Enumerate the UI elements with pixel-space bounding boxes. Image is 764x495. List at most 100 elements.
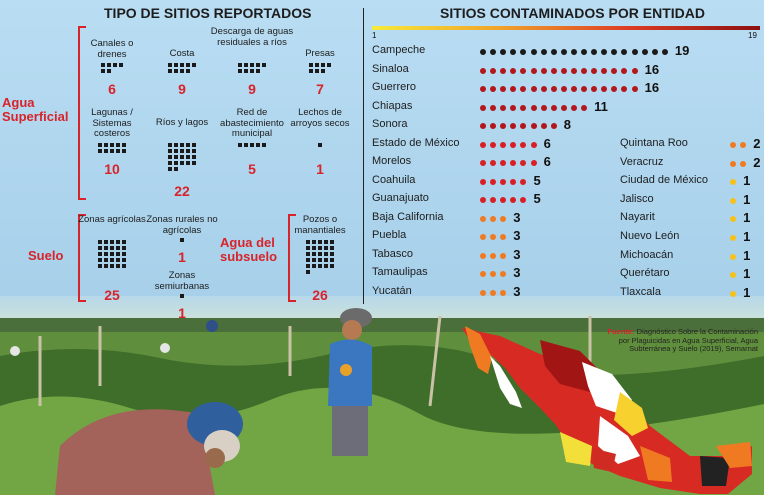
state-dot [490, 178, 497, 185]
site-square [256, 143, 260, 147]
site-square [186, 69, 190, 73]
site-square [101, 69, 105, 73]
state-label: Morelos [372, 155, 412, 167]
group-label-suelo: Suelo [28, 248, 64, 263]
site-square [122, 143, 126, 147]
site-type-count: 9 [248, 81, 256, 97]
site-square [110, 149, 114, 153]
state-dot [570, 86, 577, 92]
site-square [180, 155, 184, 159]
site-square [180, 63, 184, 67]
site-square [312, 252, 316, 256]
site-square [98, 246, 102, 250]
state-dot [500, 178, 507, 185]
site-type-count: 25 [104, 287, 120, 303]
site-square [309, 69, 313, 73]
site-square [104, 240, 108, 244]
state-dot [480, 49, 486, 55]
state-dot [520, 49, 527, 55]
state-dot [730, 197, 736, 204]
site-square [186, 143, 190, 147]
site-square [113, 63, 117, 67]
state-dot [510, 49, 517, 55]
site-square [110, 252, 114, 256]
site-square [104, 264, 108, 268]
site-type-label: Red de abastecimiento municipal [220, 107, 284, 139]
right-title: SITIOS CONTAMINADOS POR ENTIDAD [440, 5, 705, 21]
state-dot [530, 86, 537, 92]
site-square [306, 240, 310, 244]
site-type-count: 9 [178, 81, 186, 97]
site-square [238, 69, 242, 73]
state-dot [611, 86, 618, 92]
state-dot [641, 49, 648, 55]
state-count: 1 [743, 266, 751, 282]
site-square [256, 63, 260, 67]
state-dot [540, 104, 547, 111]
state-dot [570, 104, 577, 111]
state-dot [480, 178, 486, 185]
state-count: 6 [543, 135, 551, 151]
state-label: Nayarit [620, 211, 655, 224]
state-dot [500, 289, 507, 296]
site-square [110, 143, 114, 147]
state-dot [740, 160, 747, 167]
state-dot [520, 197, 527, 203]
state-dot [581, 86, 587, 92]
state-label: Estado de México [372, 136, 460, 149]
site-square [321, 69, 325, 73]
site-type-count: 26 [312, 287, 328, 303]
state-dot [550, 67, 557, 74]
site-square [330, 264, 334, 268]
state-dot [500, 252, 507, 259]
site-square [192, 161, 196, 165]
site-square [318, 258, 322, 262]
site-square [116, 264, 120, 268]
state-dot [490, 234, 497, 240]
state-dot [591, 49, 598, 55]
state-dot [570, 67, 577, 74]
state-label: Veracruz [620, 155, 664, 168]
state-dot [530, 67, 537, 74]
site-square [186, 155, 190, 159]
site-square [110, 264, 114, 268]
state-dot [480, 215, 486, 222]
state-dot [520, 141, 527, 148]
site-square [122, 258, 126, 262]
state-label: Guanajuato [372, 192, 429, 204]
site-square [330, 258, 334, 262]
state-label: Ciudad de México [620, 174, 709, 187]
state-dot [510, 104, 517, 111]
site-square [262, 143, 266, 147]
site-square [312, 264, 316, 268]
state-dot [560, 86, 567, 92]
site-type-label: Zonas rurales no agrícolas [146, 214, 218, 236]
state-dot [550, 86, 557, 92]
state-label: Tlaxcala [620, 285, 661, 298]
state-dot [520, 160, 527, 166]
site-square [180, 294, 184, 298]
site-square [104, 252, 108, 256]
site-square [327, 63, 331, 67]
state-dot [530, 123, 537, 129]
site-square [168, 155, 172, 159]
site-square [110, 240, 114, 244]
site-square [306, 252, 310, 256]
state-dot [490, 252, 497, 259]
state-count: 3 [513, 228, 521, 243]
state-label: Nuevo León [620, 230, 680, 242]
site-square [192, 155, 196, 159]
state-count: 3 [513, 246, 521, 262]
site-square [318, 252, 322, 256]
state-dot [480, 252, 486, 259]
site-square [324, 246, 328, 250]
state-dot [550, 104, 557, 111]
site-square [318, 264, 322, 268]
state-dot [520, 86, 527, 92]
site-square [122, 240, 126, 244]
site-square [116, 149, 120, 153]
state-dot [510, 67, 517, 74]
state-dot [631, 67, 638, 74]
state-dot [730, 290, 736, 297]
site-square [324, 240, 328, 244]
